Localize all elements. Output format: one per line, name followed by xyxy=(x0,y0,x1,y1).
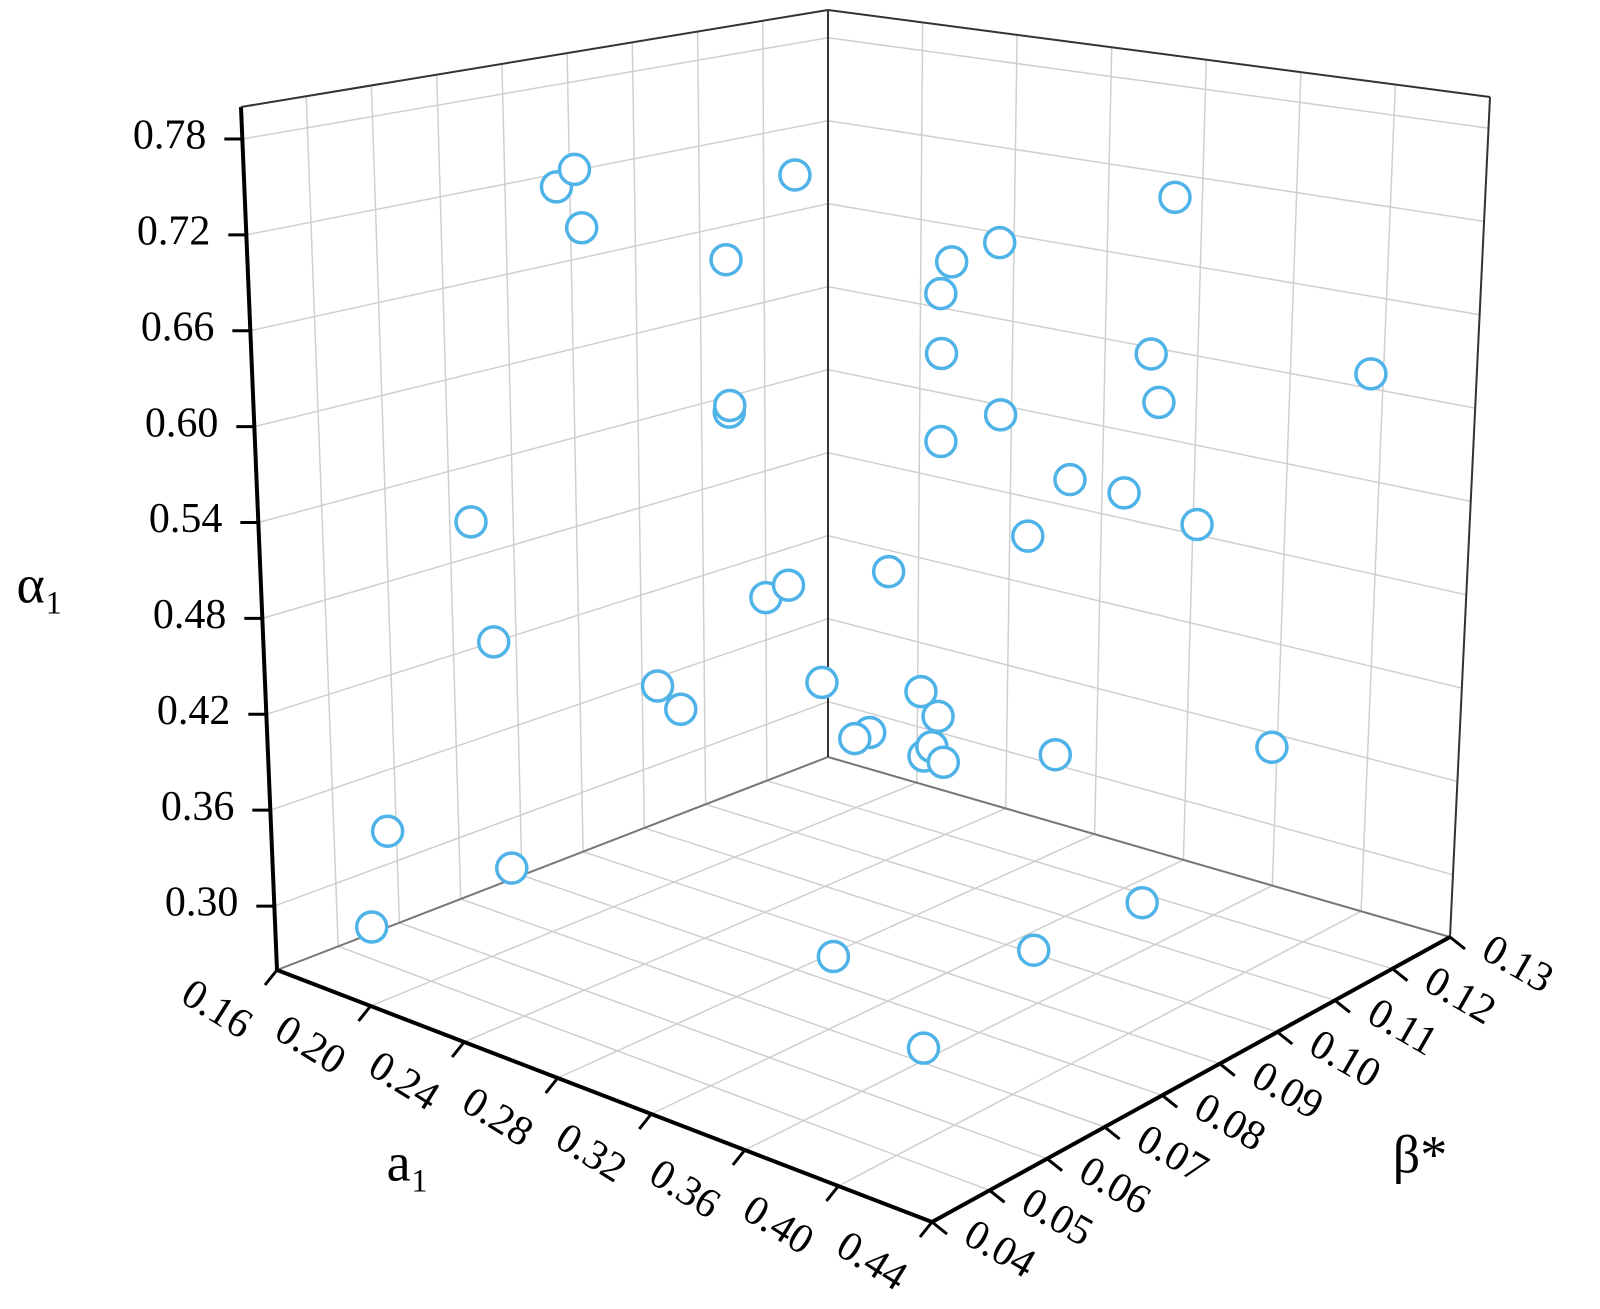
point xyxy=(816,939,851,974)
y-tick xyxy=(1276,1030,1294,1046)
grid-line xyxy=(262,451,1467,620)
x-tick-label: 0.28 xyxy=(454,1078,541,1156)
point xyxy=(713,388,747,423)
z-tick-label: 0.60 xyxy=(145,400,219,446)
y-axis-title: β* xyxy=(1393,1124,1447,1184)
x-tick-label: 0.20 xyxy=(267,1006,354,1084)
point xyxy=(1125,885,1159,920)
z-axis-title: α₁ xyxy=(16,554,63,614)
y-tick xyxy=(1218,1062,1236,1077)
x-tick xyxy=(544,1077,559,1094)
point xyxy=(904,674,938,709)
x-tick xyxy=(918,1221,934,1238)
point xyxy=(1053,462,1087,497)
y-tick xyxy=(1103,1125,1121,1141)
grid-line xyxy=(270,617,1458,811)
point xyxy=(1142,385,1176,420)
grid-line xyxy=(276,10,829,971)
points xyxy=(354,152,1388,1065)
x-tick-label: 0.40 xyxy=(735,1186,822,1264)
point xyxy=(871,554,906,589)
x-tick xyxy=(731,1149,747,1166)
axis-line xyxy=(827,756,1451,938)
point xyxy=(1180,507,1214,542)
point xyxy=(1017,933,1051,967)
z-tick-label: 0.54 xyxy=(149,496,223,542)
point xyxy=(924,424,958,459)
x-tick-label: 0.36 xyxy=(641,1150,728,1228)
point xyxy=(640,669,675,703)
point xyxy=(906,1031,941,1065)
axis-line xyxy=(931,935,1451,1224)
x-tick-label: 0.44 xyxy=(828,1222,915,1300)
axes: 0.30 0.36 0.42 0.48 0.54 0.60 0.66 0.72 0.78 0.16… xyxy=(133,9,1561,1300)
y-tick xyxy=(988,1189,1006,1204)
point xyxy=(1354,357,1388,391)
grid-line xyxy=(838,84,1397,1187)
axis-line xyxy=(276,968,933,1224)
y-tick xyxy=(931,1220,948,1236)
point xyxy=(805,665,839,700)
x-tick xyxy=(263,969,279,986)
point xyxy=(771,568,806,602)
y-tick xyxy=(1449,935,1466,951)
point xyxy=(354,910,389,944)
z-tick-label: 0.48 xyxy=(153,592,227,638)
point xyxy=(709,242,743,277)
axis-line xyxy=(240,9,829,108)
grid-line xyxy=(650,59,1208,1115)
point xyxy=(778,158,812,192)
grid xyxy=(240,10,1491,1223)
z-tick-label: 0.72 xyxy=(137,208,211,254)
grid-line xyxy=(242,36,1489,140)
axis-line xyxy=(239,106,279,971)
z-tick-label: 0.30 xyxy=(165,880,239,926)
x-tick xyxy=(450,1041,466,1058)
y-tick xyxy=(1046,1157,1064,1172)
x-tick xyxy=(357,1005,372,1022)
point xyxy=(982,225,1017,260)
y-tick xyxy=(1391,967,1409,982)
y-tick xyxy=(1333,999,1351,1014)
grid-line xyxy=(305,96,990,1192)
point xyxy=(934,245,969,279)
point xyxy=(926,745,961,779)
axis-line xyxy=(1449,96,1491,938)
point xyxy=(924,276,958,311)
point xyxy=(454,505,488,539)
grid-line xyxy=(258,368,1471,524)
point xyxy=(1011,519,1045,553)
point xyxy=(924,336,959,371)
x-tick-label: 0.32 xyxy=(548,1114,635,1192)
point xyxy=(1107,476,1141,510)
point xyxy=(476,625,511,659)
grid-line xyxy=(266,534,1463,716)
point xyxy=(1158,180,1192,215)
point xyxy=(557,152,592,187)
x-tick xyxy=(638,1113,653,1130)
x-tick xyxy=(825,1185,840,1202)
z-tick-label: 0.66 xyxy=(141,304,215,350)
point xyxy=(983,398,1018,432)
point xyxy=(495,851,529,885)
z-tick-label: 0.42 xyxy=(157,688,231,734)
grid-line xyxy=(370,22,924,1007)
point xyxy=(564,211,599,245)
x-axis-title: a₁ xyxy=(387,1132,430,1192)
x-tick-label: 0.24 xyxy=(361,1042,448,1120)
y-tick xyxy=(1161,1094,1179,1109)
axis-line xyxy=(827,9,1491,98)
point xyxy=(370,814,405,848)
point xyxy=(664,692,698,726)
x-tick-label: 0.16 xyxy=(173,970,260,1048)
point xyxy=(1134,337,1168,371)
z-tick-label: 0.78 xyxy=(133,113,207,159)
point xyxy=(838,721,872,756)
point xyxy=(1255,730,1289,765)
point xyxy=(921,699,955,734)
z-tick-label: 0.36 xyxy=(161,784,235,830)
point xyxy=(1038,737,1073,772)
